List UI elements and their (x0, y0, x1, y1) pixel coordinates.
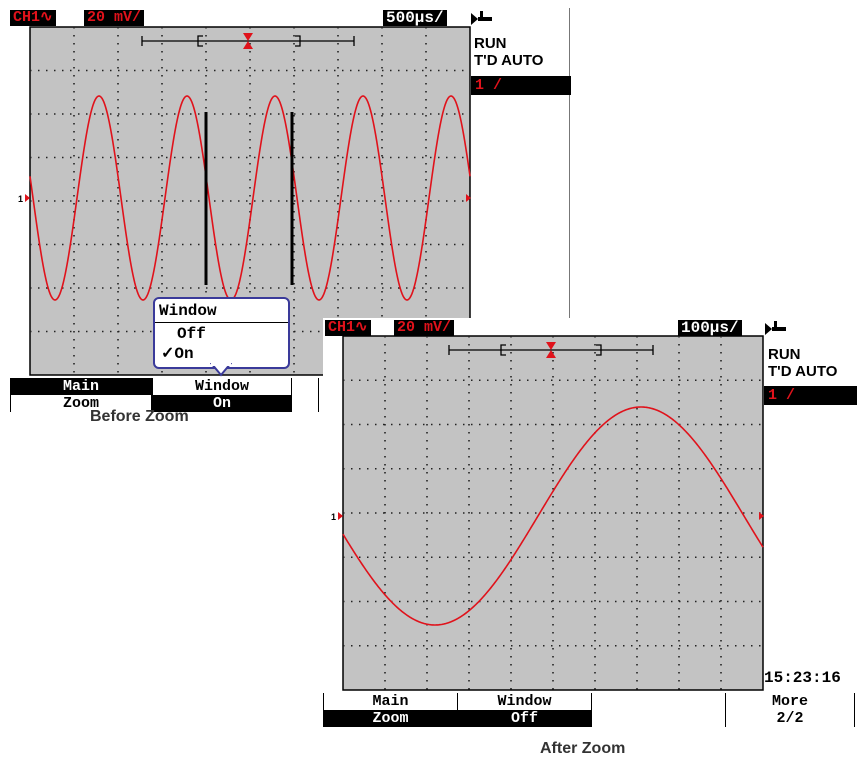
trigger-position-icon (243, 33, 253, 49)
clock: 15:23:16 (764, 669, 841, 687)
after-trigger-channel: 1 / (764, 386, 857, 405)
after-waveform-display: 1 (331, 335, 764, 691)
before-volts-per-div: 20 mV/ (84, 10, 145, 26)
popup-title: Window (155, 299, 288, 323)
before-softkey-window[interactable]: Window On (152, 378, 292, 412)
trigger-level-marker (759, 512, 764, 520)
after-trigger-mode: T'D AUTO (768, 363, 838, 380)
softkey-value: On (153, 395, 291, 412)
after-volts-per-div: 20 mV/ (394, 320, 455, 336)
softkey-label: Window (153, 378, 291, 395)
channel-marker-label: 1 (331, 512, 336, 522)
after-timebase: 100µs/ (678, 320, 742, 336)
softkey-value: 2/2 (726, 710, 854, 727)
before-trigger-mode: T'D AUTO (474, 52, 544, 69)
zoom-window-bracket (197, 35, 203, 47)
softkey-value (592, 710, 725, 727)
after-run-status: RUN (768, 346, 801, 363)
softkey-label: Main (324, 693, 457, 710)
zoom-window-bracket (596, 344, 602, 356)
before-softkey-main-zoom[interactable]: Main Zoom (10, 378, 152, 412)
connector-icon (765, 321, 786, 335)
after-caption: After Zoom (540, 740, 626, 757)
before-right-divider (569, 8, 570, 318)
after-channel-label: CH1∿ (325, 320, 371, 336)
softkey-label: Main (11, 378, 151, 395)
check-icon: ✓ (161, 345, 175, 363)
softkey-label: Window (458, 693, 591, 710)
popup-pointer (210, 363, 232, 377)
after-softkey-more[interactable]: More 2/2 (726, 693, 855, 727)
after-softkey-main-zoom[interactable]: Main Zoom (323, 693, 458, 727)
before-caption: Before Zoom (90, 408, 189, 425)
channel-ground-icon (25, 194, 30, 202)
before-channel-label: CH1∿ (10, 10, 56, 26)
softkey-label: More (726, 693, 854, 710)
after-softkey-bar: Main Zoom Window Off More 2/2 (323, 693, 855, 727)
softkey-value: Off (458, 710, 591, 727)
before-softkey-empty[interactable] (292, 378, 319, 412)
popup-option-off[interactable]: Off (177, 325, 206, 343)
after-softkey-window[interactable]: Window Off (458, 693, 592, 727)
popup-option-on[interactable]: ✓On (161, 345, 194, 363)
softkey-value: Zoom (11, 395, 151, 412)
waveform-trace (29, 95, 471, 301)
connector-icon (471, 11, 492, 25)
zoom-window-bracket (500, 344, 506, 356)
channel-ground-icon (338, 512, 343, 520)
before-softkey-bar: Main Zoom Window On (10, 378, 319, 412)
before-timebase: 500µs/ (383, 10, 447, 26)
after-softkey-empty[interactable] (592, 693, 726, 727)
window-popup-menu[interactable]: Window Off ✓On (153, 297, 290, 369)
trigger-level-marker (466, 194, 471, 202)
before-trigger-channel: 1 / (471, 76, 571, 95)
trigger-position-icon (546, 342, 556, 358)
waveform-trace (342, 406, 764, 626)
zoom-window-bracket (295, 35, 301, 47)
softkey-label (592, 693, 725, 710)
before-run-status: RUN (474, 35, 507, 52)
channel-marker-label: 1 (18, 194, 23, 204)
softkey-value: Zoom (324, 710, 457, 727)
